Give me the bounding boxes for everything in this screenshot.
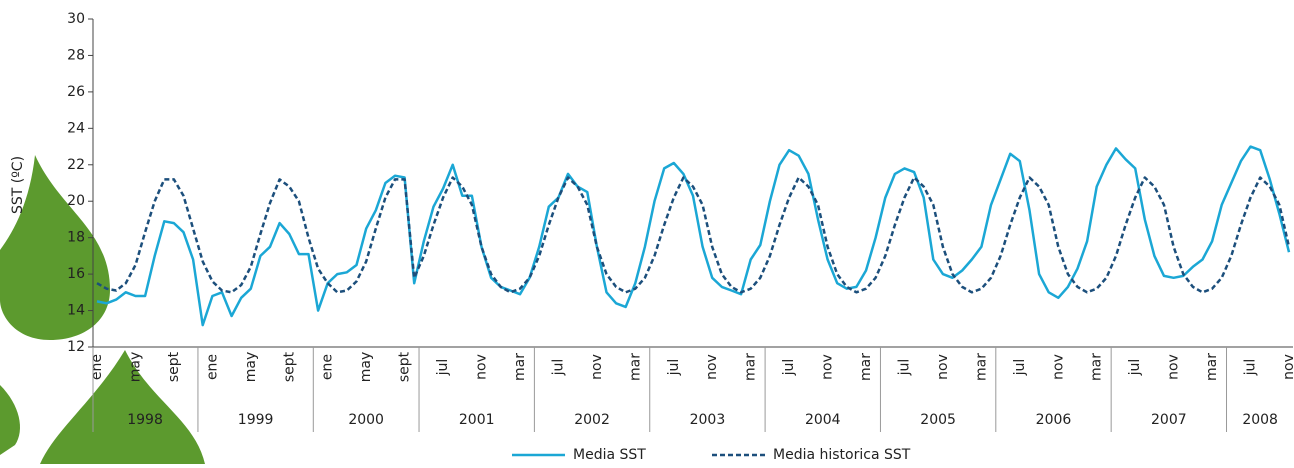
y-tick-label: 28: [67, 47, 85, 63]
y-tick-label: 14: [67, 303, 85, 319]
y-axis-label: SST (ºC): [10, 156, 26, 214]
y-tick-label: 24: [67, 120, 85, 136]
x-tick-label: nov: [474, 354, 490, 380]
legend-label: Media SST: [573, 447, 646, 463]
x-tick-label: jul: [1012, 359, 1028, 377]
x-tick-label: ene: [89, 354, 105, 380]
x-tick-label: sept: [281, 351, 297, 382]
x-tick-label: jul: [435, 359, 451, 377]
decoration: [0, 155, 205, 464]
x-tick-label: ene: [204, 354, 220, 380]
x-tick-label: jul: [896, 359, 912, 377]
x-tick-label: jul: [781, 359, 797, 377]
x-tick-label: mar: [973, 353, 989, 381]
year-label: 2000: [348, 412, 384, 428]
year-label: 2008: [1242, 412, 1278, 428]
leaf-shape: [0, 155, 110, 340]
y-tick-label: 30: [67, 11, 85, 27]
leaf-shape: [0, 385, 20, 455]
x-tick-label: mar: [858, 353, 874, 381]
x-tick-label: nov: [589, 354, 605, 380]
x-tick-label: may: [127, 352, 143, 383]
y-tick-label: 26: [67, 84, 85, 100]
x-tick-label: jul: [1243, 359, 1259, 377]
leaf-shape: [40, 350, 205, 464]
x-tick-label: mar: [743, 353, 759, 381]
x-tick-label: nov: [704, 354, 720, 380]
x-tick-label: mar: [512, 353, 528, 381]
series-line: [96, 145, 1291, 327]
x-tick-label: mar: [627, 353, 643, 381]
x-tick-label: nov: [1050, 354, 1066, 380]
x-tick-label: nov: [1281, 354, 1294, 380]
y-tick-label: 16: [67, 266, 85, 282]
year-label: 1998: [127, 412, 163, 428]
year-label: 2004: [805, 412, 841, 428]
year-label: 2001: [459, 412, 495, 428]
x-tick-label: sept: [166, 351, 182, 382]
x-tick-label: jul: [1127, 359, 1143, 377]
y-tick-label: 18: [67, 230, 85, 246]
x-tick-label: nov: [820, 354, 836, 380]
legend-label: Media historica SST: [773, 447, 911, 463]
y-tick-label: 12: [67, 339, 85, 355]
x-tick-label: may: [358, 352, 374, 383]
series-line: [96, 176, 1291, 294]
year-label: 2007: [1151, 412, 1187, 428]
x-tick-label: mar: [1089, 353, 1105, 381]
x-tick-label: sept: [397, 351, 413, 382]
year-label: 2002: [574, 412, 610, 428]
x-tick-label: nov: [935, 354, 951, 380]
year-label: 2005: [920, 412, 956, 428]
y-tick-label: 20: [67, 193, 85, 209]
x-tick-label: jul: [550, 359, 566, 377]
year-label: 1999: [238, 412, 274, 428]
year-label: 2006: [1036, 412, 1072, 428]
x-tick-label: may: [243, 352, 259, 383]
x-tick-label: nov: [1166, 354, 1182, 380]
y-tick-label: 22: [67, 157, 85, 173]
x-tick-label: mar: [1204, 353, 1220, 381]
x-tick-label: jul: [666, 359, 682, 377]
year-label: 2003: [690, 412, 726, 428]
x-tick-label: ene: [320, 354, 336, 380]
